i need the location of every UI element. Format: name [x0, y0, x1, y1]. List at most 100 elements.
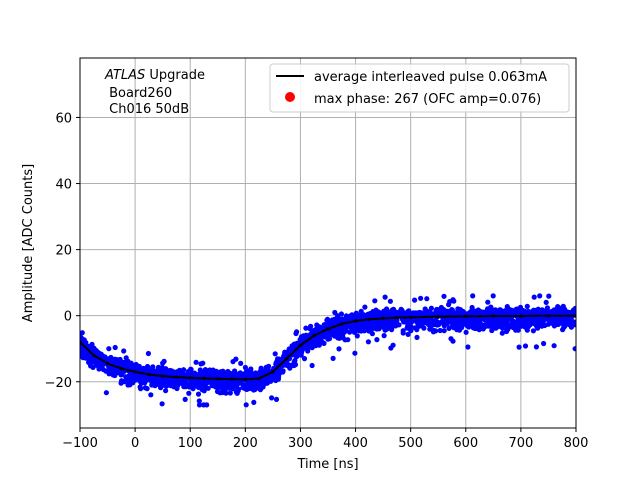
- scatter-point: [442, 308, 449, 314]
- scatter-point: [381, 333, 387, 339]
- legend-box: [269, 63, 570, 113]
- scatter-point: [221, 370, 227, 376]
- scatter-point: [425, 311, 431, 318]
- scatter-point: [369, 311, 375, 317]
- scatter-point: [452, 320, 458, 326]
- average-pulse-point: [106, 362, 110, 366]
- scatter-point: [449, 307, 455, 313]
- scatter-point: [405, 331, 411, 337]
- scatter-point: [243, 402, 249, 408]
- scatter-point: [121, 348, 127, 354]
- scatter-point: [460, 322, 466, 328]
- scatter-point: [511, 308, 517, 315]
- scatter-point: [446, 302, 452, 308]
- scatter-point: [127, 382, 133, 388]
- y-tick-label: 20: [55, 244, 72, 259]
- scatter-point: [533, 344, 540, 350]
- legend-label-average: average interleaved pulse 0.063mA: [314, 70, 547, 85]
- scatter-point: [285, 362, 291, 369]
- x-axis-title: Time [ns]: [296, 457, 358, 472]
- average-pulse-point: [491, 314, 495, 318]
- annotation-line-2: Board260: [105, 86, 172, 101]
- scatter-point: [233, 356, 239, 362]
- scatter-point: [186, 368, 193, 375]
- scatter-point: [366, 328, 372, 334]
- scatter-point: [321, 340, 327, 346]
- scatter-point: [516, 344, 522, 350]
- scatter-point: [495, 318, 501, 324]
- scatter-point: [485, 308, 491, 314]
- scatter-point: [168, 383, 174, 389]
- scatter-point: [332, 309, 338, 316]
- scatter-point: [466, 324, 472, 330]
- scatter-point: [375, 320, 381, 326]
- scatter-point: [547, 317, 553, 323]
- scatter-point: [553, 317, 559, 323]
- scatter-point: [363, 314, 369, 320]
- x-tick-label: 800: [564, 436, 589, 451]
- scatter-point: [522, 343, 529, 349]
- scatter-point: [513, 326, 519, 332]
- scatter-point: [273, 396, 280, 402]
- scatter-point: [186, 390, 192, 396]
- scatter-point: [103, 390, 109, 396]
- scatter-point: [473, 325, 479, 332]
- scatter-point: [543, 299, 549, 305]
- average-pulse-point: [436, 315, 440, 319]
- scatter-point: [114, 357, 121, 363]
- scatter-point: [569, 320, 576, 326]
- scatter-point: [205, 368, 211, 374]
- average-pulse-point: [202, 376, 206, 380]
- scatter-point: [163, 388, 169, 394]
- legend-label-max-phase: max phase: 267 (OFC amp=0.076): [314, 92, 541, 107]
- scatter-point: [470, 293, 476, 299]
- scatter-point: [435, 307, 441, 313]
- scatter-point: [565, 309, 571, 315]
- y-tick-label: 0: [64, 310, 72, 325]
- scatter-point: [212, 384, 218, 390]
- scatter-point: [200, 380, 206, 386]
- scatter-point: [380, 318, 386, 324]
- scatter-point: [185, 383, 191, 389]
- scatter-point: [538, 309, 544, 315]
- average-pulse-point: [395, 316, 399, 320]
- scatter-point: [394, 317, 400, 323]
- scatter-point: [551, 323, 558, 329]
- scatter-point: [400, 330, 406, 336]
- scatter-point: [490, 325, 497, 331]
- y-axis-ticks: −20 0 20 40 60: [45, 111, 80, 391]
- scatter-point: [254, 385, 261, 391]
- scatter-point: [530, 310, 536, 316]
- scatter-point: [208, 372, 214, 378]
- x-tick-label: 500: [398, 436, 423, 451]
- scatter-point: [367, 324, 373, 330]
- scatter-point: [112, 344, 118, 351]
- scatter-point: [521, 308, 527, 314]
- scatter-point: [387, 298, 393, 304]
- scatter-point: [441, 293, 447, 299]
- scatter-point: [336, 346, 342, 352]
- scatter-point: [404, 311, 410, 317]
- scatter-point: [272, 374, 278, 380]
- scatter-point: [153, 381, 159, 387]
- scatter-point: [316, 324, 322, 330]
- scatter-point: [500, 325, 506, 331]
- scatter-point: [109, 357, 115, 363]
- scatter-point: [324, 316, 331, 322]
- scatter-point: [390, 322, 397, 328]
- scatter-point: [542, 310, 549, 316]
- annotation-line-3: Ch016 50dB: [105, 102, 189, 117]
- scatter-point: [118, 372, 124, 378]
- scatter-point: [311, 328, 317, 334]
- average-pulse-point: [257, 376, 261, 380]
- scatter-point: [326, 333, 332, 340]
- average-pulse-point: [119, 366, 123, 371]
- scatter-point: [491, 321, 497, 327]
- scatter-point: [142, 385, 148, 391]
- scatter-point: [330, 355, 336, 361]
- scatter-point: [80, 355, 86, 361]
- scatter-point: [376, 312, 382, 318]
- scatter-point: [541, 340, 547, 347]
- scatter-point: [379, 322, 385, 329]
- scatter-point: [408, 323, 414, 329]
